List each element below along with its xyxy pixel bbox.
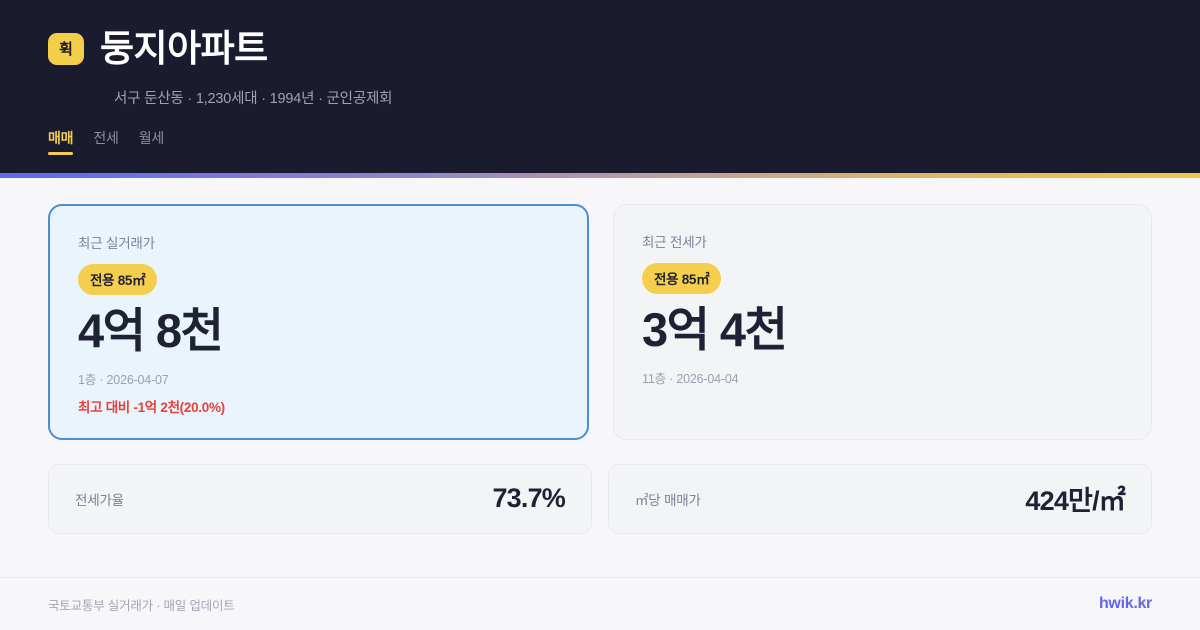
accent-gradient-bar bbox=[0, 173, 1200, 178]
page-footer: 국토교통부 실거래가 · 매일 업데이트 hwik.kr bbox=[0, 577, 1200, 630]
tab-매매[interactable]: 매매 bbox=[48, 128, 74, 155]
price-meta: 1층 · 2026-04-07 bbox=[78, 372, 169, 387]
card-label: 최근 실거래가 bbox=[78, 236, 155, 251]
stat-boxes: 전세가율 73.7% ㎡당 매매가 424만/㎡ bbox=[48, 463, 1152, 534]
price-delta-from-peak: 최고 대비 -1억 2천(20.0%) bbox=[78, 399, 225, 415]
tab-월세[interactable]: 월세 bbox=[138, 129, 165, 146]
stat-label: ㎡당 매매가 bbox=[635, 492, 701, 508]
price-cards: 최근 실거래가 전용 85㎡ 4억 8천 1층 · 2026-04-07 최고 … bbox=[48, 204, 1152, 440]
page-header: 휙 둥지아파트 서구 둔산동 · 1,230세대 · 1994년 · 군인공제회… bbox=[0, 0, 1200, 178]
area-badge: 전용 85㎡ bbox=[78, 264, 158, 295]
card-recent-jeonse-price: 최근 전세가 전용 85㎡ 3억 4천 11층 · 2026-04-04 bbox=[613, 204, 1152, 440]
main-content: 최근 실거래가 전용 85㎡ 4억 8천 1층 · 2026-04-07 최고 … bbox=[0, 178, 1200, 577]
price-meta: 11층 · 2026-04-04 bbox=[642, 371, 739, 386]
stat-label: 전세가율 bbox=[75, 492, 124, 508]
price-value: 3억 4천 bbox=[642, 303, 788, 356]
tab-전세[interactable]: 전세 bbox=[93, 129, 119, 146]
stat-jeonse-ratio: 전세가율 73.7% bbox=[48, 463, 592, 534]
deal-type-tabs: 매매 전세 월세 bbox=[48, 128, 1152, 155]
stat-value: 424만/㎡ bbox=[1025, 486, 1125, 517]
card-recent-sale-price: 최근 실거래가 전용 85㎡ 4억 8천 1층 · 2026-04-07 최고 … bbox=[48, 204, 589, 440]
hwik-logo-badge: 휙 bbox=[48, 33, 84, 66]
price-value: 4억 8천 bbox=[78, 304, 224, 357]
page-title: 둥지아파트 bbox=[100, 28, 268, 69]
stat-value: 73.7% bbox=[492, 483, 565, 514]
stat-price-per-sqm: ㎡당 매매가 424만/㎡ bbox=[608, 463, 1152, 534]
area-badge: 전용 85㎡ bbox=[642, 263, 722, 294]
brand-row: 휙 둥지아파트 bbox=[48, 28, 1152, 71]
property-subtitle: 서구 둔산동 · 1,230세대 · 1994년 · 군인공제회 bbox=[114, 90, 393, 107]
footer-brand-link[interactable]: hwik.kr bbox=[1098, 595, 1152, 612]
card-label: 최근 전세가 bbox=[642, 235, 707, 250]
footer-source-note: 국토교통부 실거래가 · 매일 업데이트 bbox=[48, 598, 235, 613]
